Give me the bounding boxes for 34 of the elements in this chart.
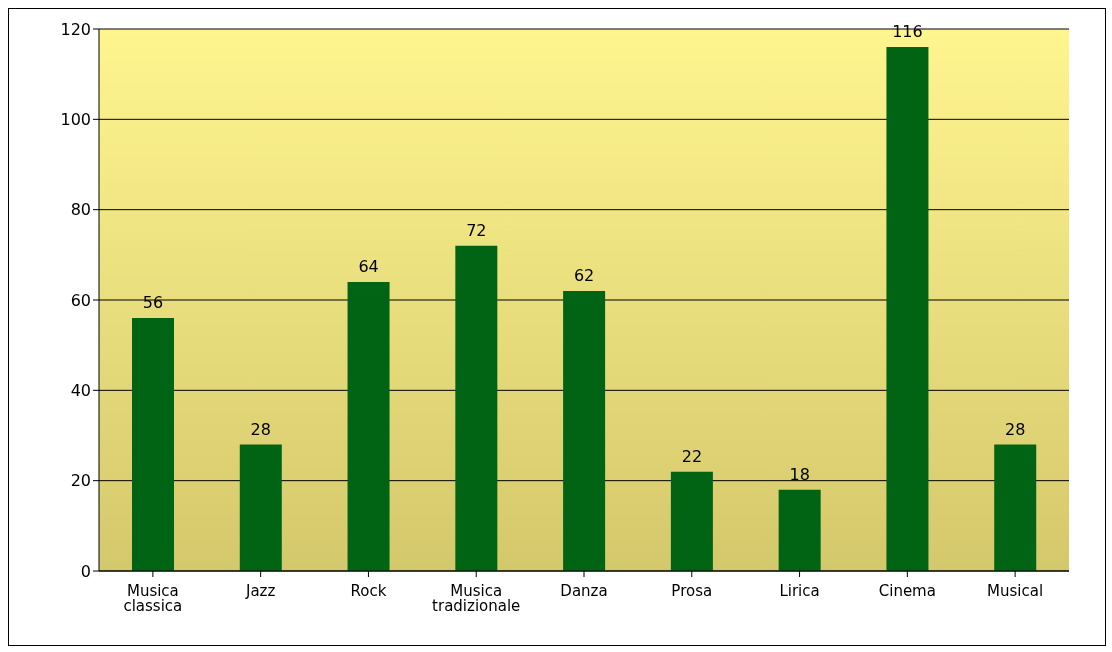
- x-tick-label: Musical: [987, 581, 1044, 600]
- x-tick-label: Jazz: [244, 581, 276, 600]
- data-label: 22: [681, 446, 703, 466]
- y-tick-label: 60: [70, 290, 91, 310]
- bar: [886, 47, 929, 571]
- bar: [347, 281, 390, 571]
- y-tick-label: 20: [70, 471, 91, 491]
- bar: [778, 489, 821, 571]
- y-tick-label: 120: [60, 19, 91, 39]
- bar: [455, 245, 498, 571]
- y-tick-label: 80: [70, 200, 91, 220]
- data-label: 62: [573, 265, 595, 285]
- x-tick-label: Cinema: [878, 581, 936, 600]
- x-tick-label: Musica tradizionale: [432, 581, 521, 615]
- data-label: 28: [250, 419, 271, 439]
- x-tick-label: Lirica: [779, 581, 820, 600]
- bar: [239, 444, 282, 571]
- data-label: 28: [1005, 419, 1026, 439]
- x-tick-label: Musica classica: [123, 581, 183, 615]
- data-label: 56: [142, 293, 164, 313]
- data-label: 18: [789, 464, 810, 484]
- y-tick-label: 0: [80, 561, 91, 581]
- y-tick-label: 100: [60, 110, 91, 130]
- data-label: 116: [892, 22, 923, 42]
- data-label: 64: [358, 256, 379, 276]
- bar: [563, 290, 606, 571]
- bar: [994, 444, 1037, 571]
- x-tick-label: Rock: [350, 581, 387, 600]
- y-tick-label: 40: [70, 381, 91, 401]
- x-tick-label: Prosa: [671, 581, 713, 600]
- bar: [670, 471, 713, 571]
- x-tick-label: Danza: [560, 581, 608, 600]
- data-label: 72: [466, 220, 487, 240]
- bar: [132, 318, 174, 571]
